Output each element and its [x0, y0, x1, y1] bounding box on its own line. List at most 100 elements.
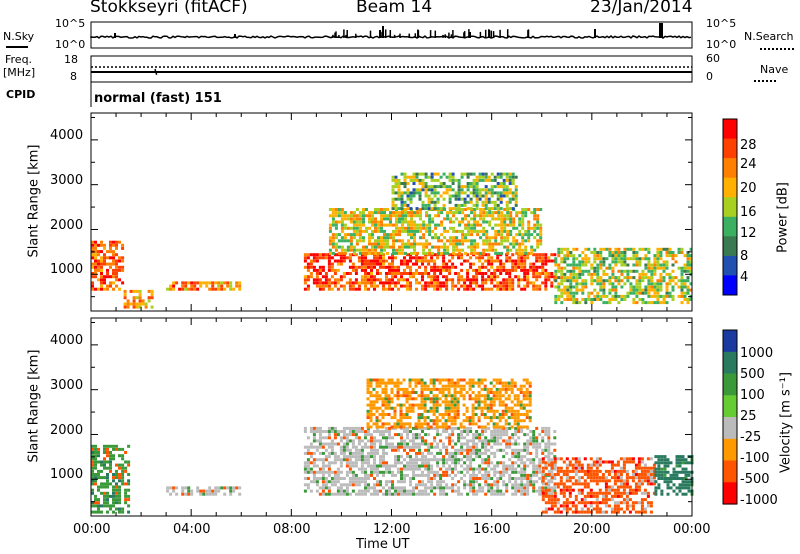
velocity-cell [357, 448, 361, 452]
velocity-cell [439, 433, 443, 437]
velocity-cell [336, 470, 340, 474]
velocity-cell [481, 439, 485, 443]
power-cell [683, 263, 687, 267]
power-cell [475, 194, 479, 198]
velocity-cell [535, 426, 539, 430]
power-cell [463, 191, 467, 195]
velocity-cell [589, 463, 593, 467]
power-cell [103, 256, 106, 260]
power-cell [455, 248, 459, 252]
power-cell [472, 182, 476, 185]
velocity-cell [379, 430, 382, 433]
power-cell [354, 253, 358, 257]
velocity-cell [441, 416, 445, 420]
power-cell [358, 226, 362, 230]
velocity-cell [415, 467, 418, 471]
power-cell [523, 284, 527, 288]
velocity-cell [460, 477, 464, 480]
velocity-cell [115, 494, 118, 498]
velocity-cell [538, 477, 542, 480]
velocity-cell [360, 461, 364, 465]
velocity-cell [522, 406, 526, 410]
power-cell [351, 287, 355, 291]
power-cell [635, 269, 639, 273]
velocity-cell [544, 486, 548, 490]
power-cell [668, 247, 672, 251]
velocity-cell [339, 492, 343, 496]
power-cell [327, 268, 331, 272]
velocity-cell [499, 477, 503, 480]
velocity-cell [379, 480, 382, 484]
power-cell [635, 288, 639, 292]
velocity-cell [354, 477, 358, 480]
power-cell [550, 259, 554, 263]
velocity-cell [640, 498, 644, 502]
velocity-cell [208, 486, 212, 490]
power-cell [650, 288, 654, 292]
velocity-cell [613, 476, 617, 480]
velocity-cell [472, 480, 476, 484]
power-cell [509, 242, 513, 246]
velocity-cell [493, 451, 497, 455]
velocity-cell [496, 464, 500, 468]
power-cell [398, 233, 401, 237]
power-cell [487, 262, 491, 266]
velocity-cell [637, 463, 641, 467]
power-cell [469, 182, 473, 185]
velocity-cell [507, 397, 511, 401]
velocity-cell [487, 473, 491, 477]
power-cell [518, 211, 522, 215]
velocity-cell [421, 439, 424, 443]
velocity-cell [303, 489, 307, 493]
velocity-cell [475, 455, 479, 459]
velocity-cell [348, 480, 352, 484]
velocity-cell [339, 489, 343, 493]
power-cell [355, 220, 359, 224]
velocity-cell [484, 483, 488, 487]
power-cell [427, 262, 431, 266]
velocity-cell [103, 501, 106, 505]
velocity-cell [360, 439, 364, 443]
power-cell [608, 288, 612, 292]
velocity-cell [468, 384, 472, 388]
power-cell [535, 256, 539, 260]
power-cell [497, 229, 501, 233]
power-cell [656, 282, 660, 286]
power-cell [454, 178, 458, 182]
power-cell [520, 287, 524, 291]
power-cell [364, 262, 367, 266]
power-cell [331, 242, 335, 246]
power-cell [440, 239, 444, 243]
velocity-cell [495, 378, 499, 382]
power-cell [572, 257, 576, 261]
power-cell [415, 272, 418, 275]
power-cell [506, 229, 510, 233]
power-cell [593, 260, 597, 264]
velocity-cell [97, 504, 100, 508]
velocity-cell [366, 422, 370, 426]
power-cell [656, 285, 660, 289]
power-cell [340, 251, 344, 255]
velocity-cell [375, 381, 379, 385]
velocity-cell [375, 425, 379, 429]
power-cell [374, 217, 377, 221]
power-cell [466, 272, 470, 275]
power-cell [638, 276, 642, 280]
power-cell [662, 279, 666, 283]
power-cell [407, 242, 410, 246]
power-cell [94, 253, 97, 257]
velocity-cell [208, 492, 212, 496]
power-cell [109, 240, 112, 244]
velocity-cell [438, 419, 442, 423]
power-cell [677, 266, 681, 270]
velocity-cell [448, 458, 452, 462]
power-cell [419, 217, 422, 221]
velocity-cell [354, 458, 358, 462]
velocity-cell [580, 498, 584, 502]
power-cell [563, 298, 567, 301]
velocity-cell [592, 460, 596, 464]
velocity-cell [520, 483, 524, 487]
power-cell [638, 291, 642, 295]
velocity-cell [508, 426, 512, 430]
power-cell [508, 281, 512, 285]
